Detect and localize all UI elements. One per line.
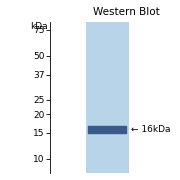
Bar xyxy=(86,22,129,173)
Text: Western Blot: Western Blot xyxy=(93,7,159,17)
Text: ← 16kDa: ← 16kDa xyxy=(131,125,170,134)
Text: kDa: kDa xyxy=(30,22,48,31)
